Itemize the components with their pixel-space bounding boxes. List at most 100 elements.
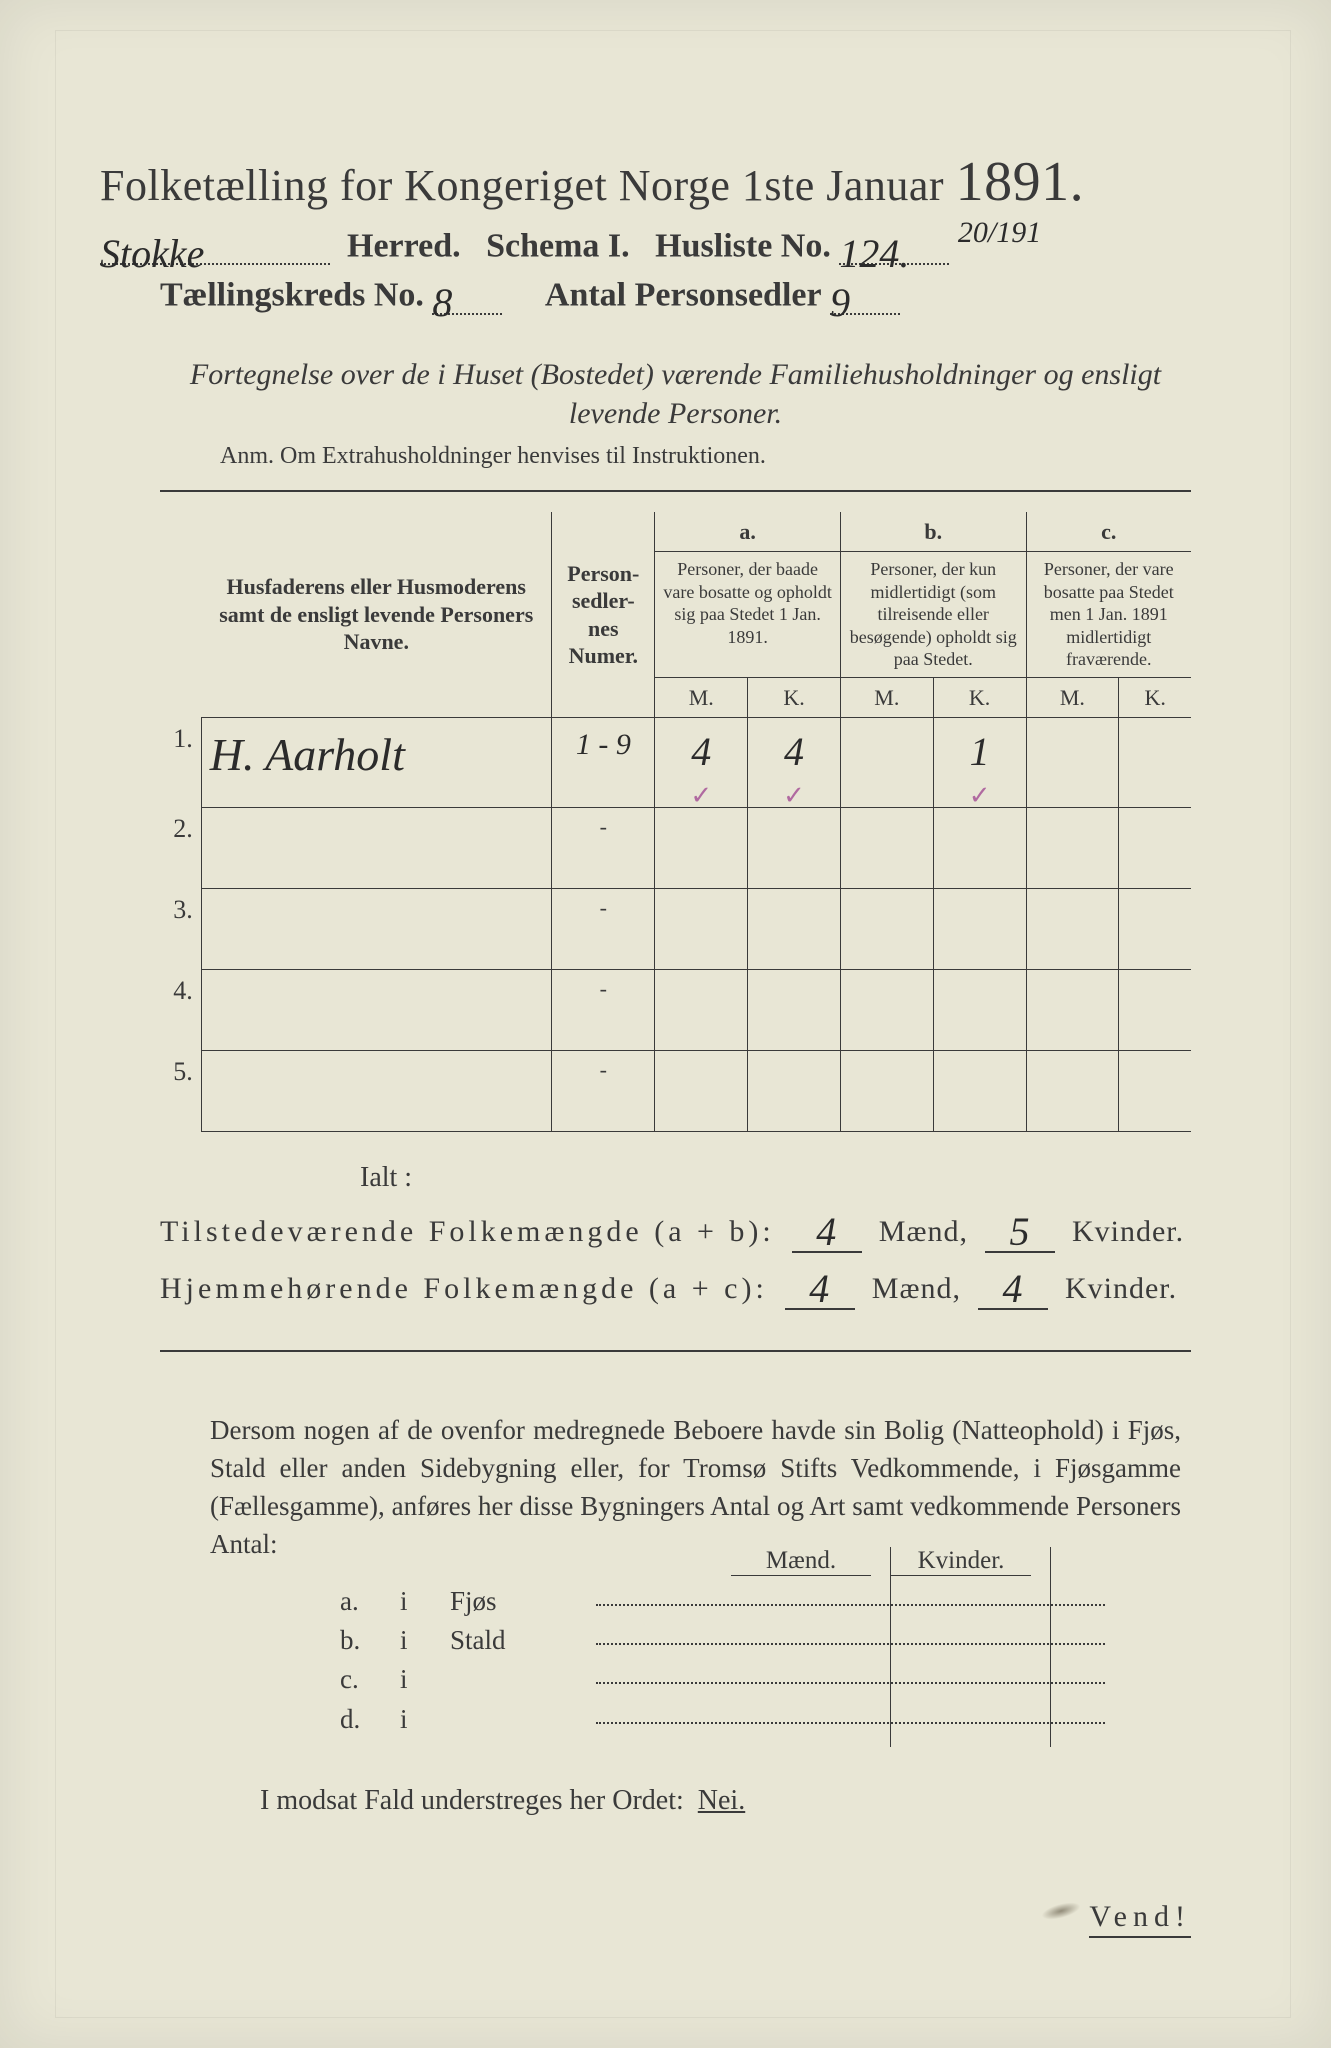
list-name: Fjøs	[450, 1586, 590, 1617]
list-i: i	[400, 1664, 450, 1695]
row-numer: -	[552, 970, 655, 1051]
row-name-cell: H. Aarholt	[201, 718, 552, 808]
row-bM	[840, 889, 933, 970]
dots-icon	[596, 1619, 1105, 1645]
nei-word: Nei.	[698, 1785, 745, 1816]
row-name-cell	[201, 1051, 552, 1132]
row-cM	[1026, 718, 1119, 808]
sum-hjem: Hjemmehørende Folkemængde (a + c): 4 Mæn…	[160, 1261, 1191, 1310]
row-numer: -	[552, 1051, 655, 1132]
mk-header: Mænd. Kvinder.	[731, 1547, 1031, 1576]
anm-note: Anm. Om Extrahusholdninger henvises til …	[220, 443, 1251, 470]
hdr-b-label: b.	[840, 512, 1026, 552]
list-letter: b.	[340, 1625, 400, 1656]
page-title: Folketælling for Kongeriget Norge 1ste J…	[100, 150, 1251, 214]
nei-text: I modsat Fald understreges her Ordet:	[260, 1785, 684, 1816]
hdr-a-label: a.	[655, 512, 841, 552]
tick-icon: ✓	[783, 781, 805, 810]
building-list: a. i Fjøs b. i Stald c. i d. i	[340, 1583, 1111, 1734]
antal-label: Antal Personsedler	[545, 277, 822, 314]
building-list-block: Mænd.Kvinder. a. i Fjøs b. i Stald c. i	[210, 1583, 1181, 1734]
husliste-field: 124.	[839, 226, 949, 265]
list-i: i	[400, 1704, 450, 1735]
row-name: H. Aarholt	[210, 729, 405, 780]
hdr-c-text: Personer, der vare bosatte paa Stedet me…	[1026, 552, 1191, 678]
husliste-label: Husliste No.	[655, 227, 831, 264]
row-name-cell	[201, 889, 552, 970]
table-row: 5. -	[160, 1051, 1191, 1132]
herred-field: Stokke	[100, 226, 330, 265]
col-rule-icon	[1050, 1547, 1051, 1747]
hdr-a-k: K.	[748, 677, 841, 718]
husliste-fraction: 20/191	[958, 216, 1041, 249]
tilst-k-field: 5	[985, 1204, 1055, 1253]
hjem-k-field: 4	[978, 1261, 1048, 1310]
table-row: 1. H. Aarholt 1 - 9 4✓ 4✓ 1✓	[160, 718, 1191, 808]
hdr-b-text: Personer, der kun midlertidigt (som tilr…	[840, 552, 1026, 678]
list-i: i	[400, 1586, 450, 1617]
row-aM	[655, 808, 748, 889]
row-num: 2.	[160, 808, 201, 889]
dots-icon	[596, 1658, 1105, 1684]
row-aK	[748, 889, 841, 970]
row-cK	[1119, 1051, 1191, 1132]
hdr-blank	[160, 512, 201, 718]
row-numer: -	[552, 889, 655, 970]
dots-icon	[596, 1697, 1105, 1723]
list-i: i	[400, 1625, 450, 1656]
row-bK	[933, 889, 1026, 970]
hdr-c-m: M.	[1026, 677, 1119, 718]
row-cM	[1026, 889, 1119, 970]
row-bM	[840, 970, 933, 1051]
nei-line: I modsat Fald understreges her Ordet: Ne…	[260, 1785, 1251, 1817]
smudge-icon	[1040, 1899, 1082, 1923]
maend-label: Mænd,	[872, 1272, 961, 1305]
row-num: 1.	[160, 718, 201, 808]
rule-2	[160, 1350, 1191, 1352]
row-bK: 1✓	[933, 718, 1026, 808]
tilst-label: Tilstedeværende Folkemængde (a + b):	[160, 1215, 775, 1248]
vend-label: Vend!	[1089, 1900, 1191, 1938]
list-name: Stald	[450, 1625, 590, 1656]
list-letter: c.	[340, 1664, 400, 1695]
row-num: 4.	[160, 970, 201, 1051]
husliste-value: 124.	[839, 231, 909, 276]
row-cK	[1119, 889, 1191, 970]
herred-value: Stokke	[100, 231, 204, 276]
row-numer: 1 - 9	[552, 718, 655, 808]
row-num: 5.	[160, 1051, 201, 1132]
row-num: 3.	[160, 889, 201, 970]
hdr-a-text: Personer, der baade vare bosatte og opho…	[655, 552, 841, 678]
hjem-m-field: 4	[785, 1261, 855, 1310]
row-numer: -	[552, 808, 655, 889]
maend-label: Mænd,	[879, 1215, 968, 1248]
row-cK	[1119, 718, 1191, 808]
kvinder-label: Kvinder.	[1072, 1215, 1184, 1248]
hdr-a-m: M.	[655, 677, 748, 718]
row-aM	[655, 889, 748, 970]
hdr-b-m: M.	[840, 677, 933, 718]
title-year: 1891.	[956, 151, 1085, 213]
household-table: Husfaderens eller Husmoderens samt de en…	[160, 512, 1191, 1133]
tilst-m-field: 4	[792, 1204, 862, 1253]
mk-m: Mænd.	[731, 1547, 871, 1576]
row-aK	[748, 970, 841, 1051]
rule-1	[160, 490, 1191, 492]
list-item: a. i Fjøs	[340, 1583, 1111, 1616]
tick-icon: ✓	[690, 781, 712, 810]
list-letter: d.	[340, 1704, 400, 1735]
row-aK	[748, 808, 841, 889]
hjem-label: Hjemmehørende Folkemængde (a + c):	[160, 1272, 768, 1305]
table-row: 3. -	[160, 889, 1191, 970]
tick-icon: ✓	[969, 781, 991, 810]
building-paragraph: Dersom nogen af de ovenfor medregnede Be…	[210, 1412, 1181, 1563]
sum-tilst: Tilstedeværende Folkemængde (a + b): 4 M…	[160, 1204, 1191, 1253]
table-row: 2. -	[160, 808, 1191, 889]
row-cM	[1026, 808, 1119, 889]
kreds-value: 8	[432, 280, 452, 325]
mk-k: Kvinder.	[891, 1547, 1031, 1576]
hdr-numer: Person- sedler- nes Numer.	[552, 512, 655, 718]
herred-label: Herred.	[347, 227, 461, 264]
row-bK	[933, 1051, 1026, 1132]
table-row: 4. -	[160, 970, 1191, 1051]
